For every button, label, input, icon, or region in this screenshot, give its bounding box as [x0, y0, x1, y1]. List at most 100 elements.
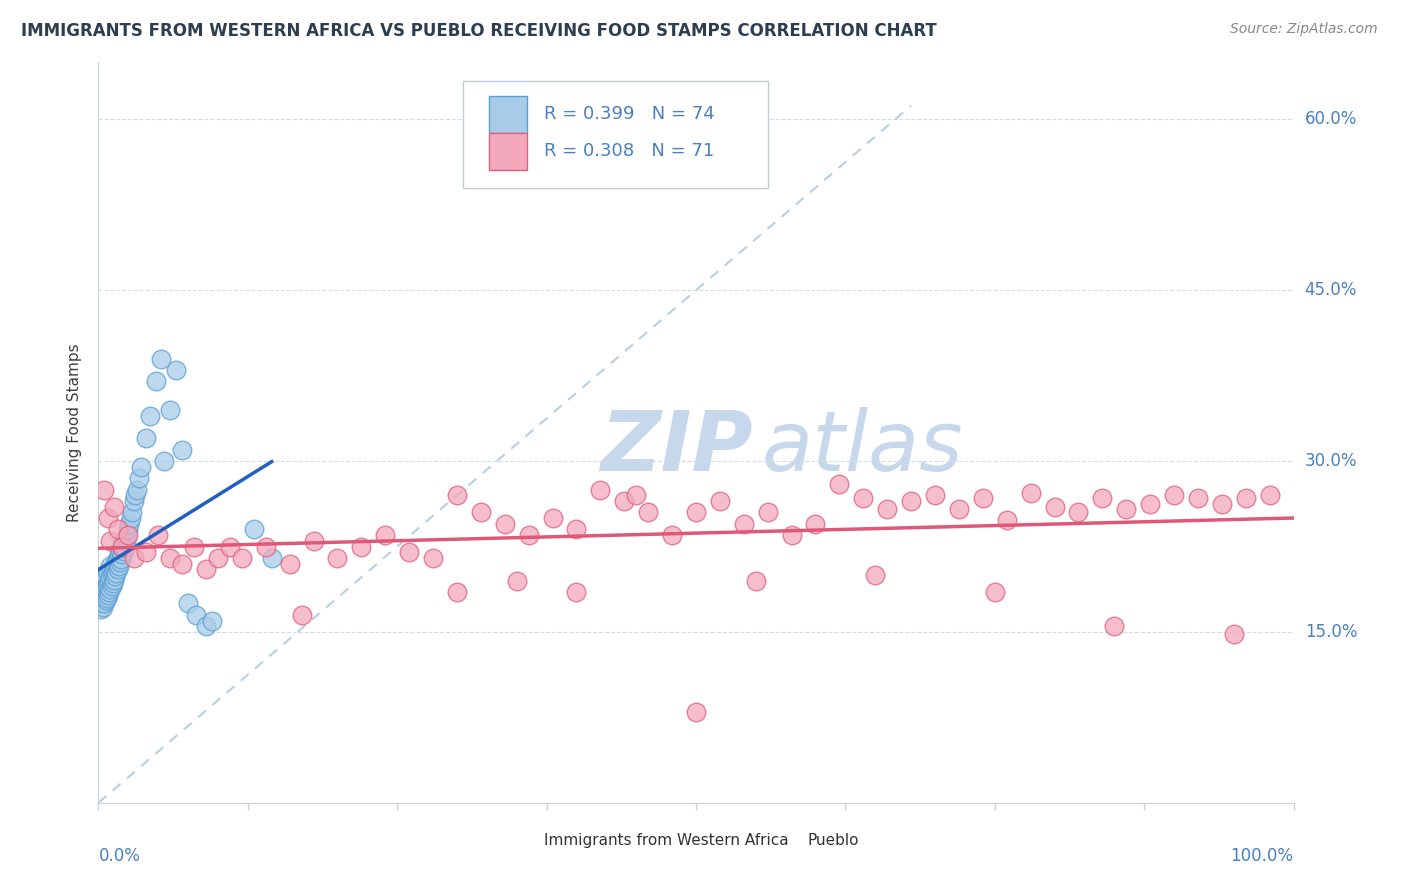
Point [172, 557, 194, 571]
Point [103, 561, 125, 575]
Point [494, 516, 516, 531]
Point [107, 562, 129, 576]
Point [626, 488, 648, 502]
Point [446, 585, 468, 599]
Point [139, 409, 162, 423]
Point [120, 511, 142, 525]
Point [104, 569, 127, 583]
Point [100, 568, 122, 582]
Point [1223, 627, 1246, 641]
Text: R = 0.399   N = 74: R = 0.399 N = 74 [544, 105, 714, 123]
Point [565, 585, 588, 599]
Point [107, 548, 129, 562]
Point [589, 483, 612, 497]
Point [172, 442, 194, 457]
Point [98, 558, 122, 573]
Point [470, 505, 492, 519]
Point [108, 544, 131, 558]
Point [121, 505, 143, 519]
Point [756, 505, 779, 519]
Point [900, 494, 922, 508]
Point [91, 597, 114, 611]
Point [100, 579, 122, 593]
Point [89, 585, 111, 599]
Point [852, 491, 875, 505]
Point [1091, 491, 1114, 505]
Point [780, 528, 803, 542]
Point [89, 597, 111, 611]
Text: R = 0.308   N = 71: R = 0.308 N = 71 [544, 143, 714, 161]
Point [145, 375, 167, 389]
Point [302, 533, 325, 548]
Point [111, 536, 134, 550]
Point [91, 574, 114, 588]
Point [110, 552, 132, 566]
Text: 60.0%: 60.0% [1305, 111, 1357, 128]
Point [326, 550, 349, 565]
Point [117, 528, 139, 542]
Point [117, 523, 139, 537]
Point [517, 528, 540, 542]
Point [177, 597, 200, 611]
Point [374, 528, 396, 542]
Point [93, 574, 115, 588]
Point [733, 516, 755, 531]
Point [709, 494, 731, 508]
Point [124, 488, 146, 502]
Text: Immigrants from Western Africa: Immigrants from Western Africa [544, 833, 789, 848]
Point [291, 607, 314, 622]
Point [685, 705, 707, 719]
Point [1115, 502, 1137, 516]
Point [107, 558, 129, 573]
Point [995, 513, 1018, 527]
Point [135, 431, 157, 445]
Point [107, 523, 129, 537]
Point [94, 570, 117, 584]
Point [94, 593, 117, 607]
Point [97, 511, 120, 525]
Point [278, 557, 301, 571]
Point [112, 533, 135, 547]
Text: 30.0%: 30.0% [1305, 452, 1357, 470]
Point [98, 533, 122, 548]
Point [828, 476, 851, 491]
Point [972, 491, 994, 505]
Point [254, 540, 277, 554]
Point [149, 351, 172, 366]
FancyBboxPatch shape [489, 95, 527, 133]
Point [1139, 497, 1161, 511]
Point [148, 528, 170, 542]
Text: IMMIGRANTS FROM WESTERN AFRICA VS PUEBLO RECEIVING FOOD STAMPS CORRELATION CHART: IMMIGRANTS FROM WESTERN AFRICA VS PUEBLO… [21, 22, 936, 40]
Point [131, 459, 153, 474]
FancyBboxPatch shape [489, 133, 527, 169]
Point [124, 550, 146, 565]
Point [1258, 488, 1281, 502]
Point [1187, 491, 1209, 505]
Point [1104, 619, 1126, 633]
Point [260, 550, 283, 565]
Text: 0.0%: 0.0% [98, 847, 141, 865]
Point [159, 402, 181, 417]
Point [115, 533, 138, 548]
Point [231, 550, 253, 565]
Point [541, 511, 564, 525]
Point [91, 589, 114, 603]
Point [105, 566, 128, 580]
Point [91, 577, 114, 591]
Point [101, 576, 124, 591]
Point [97, 589, 120, 603]
Y-axis label: Receiving Food Stamps: Receiving Food Stamps [67, 343, 83, 522]
Point [107, 550, 129, 565]
Point [97, 577, 120, 591]
Point [93, 585, 115, 599]
Point [93, 597, 115, 611]
Point [128, 471, 150, 485]
Point [201, 614, 224, 628]
Point [1019, 486, 1042, 500]
Point [91, 585, 114, 599]
Point [1067, 505, 1090, 519]
Point [446, 488, 468, 502]
Text: 15.0%: 15.0% [1305, 623, 1357, 641]
Point [865, 568, 887, 582]
Point [637, 505, 659, 519]
